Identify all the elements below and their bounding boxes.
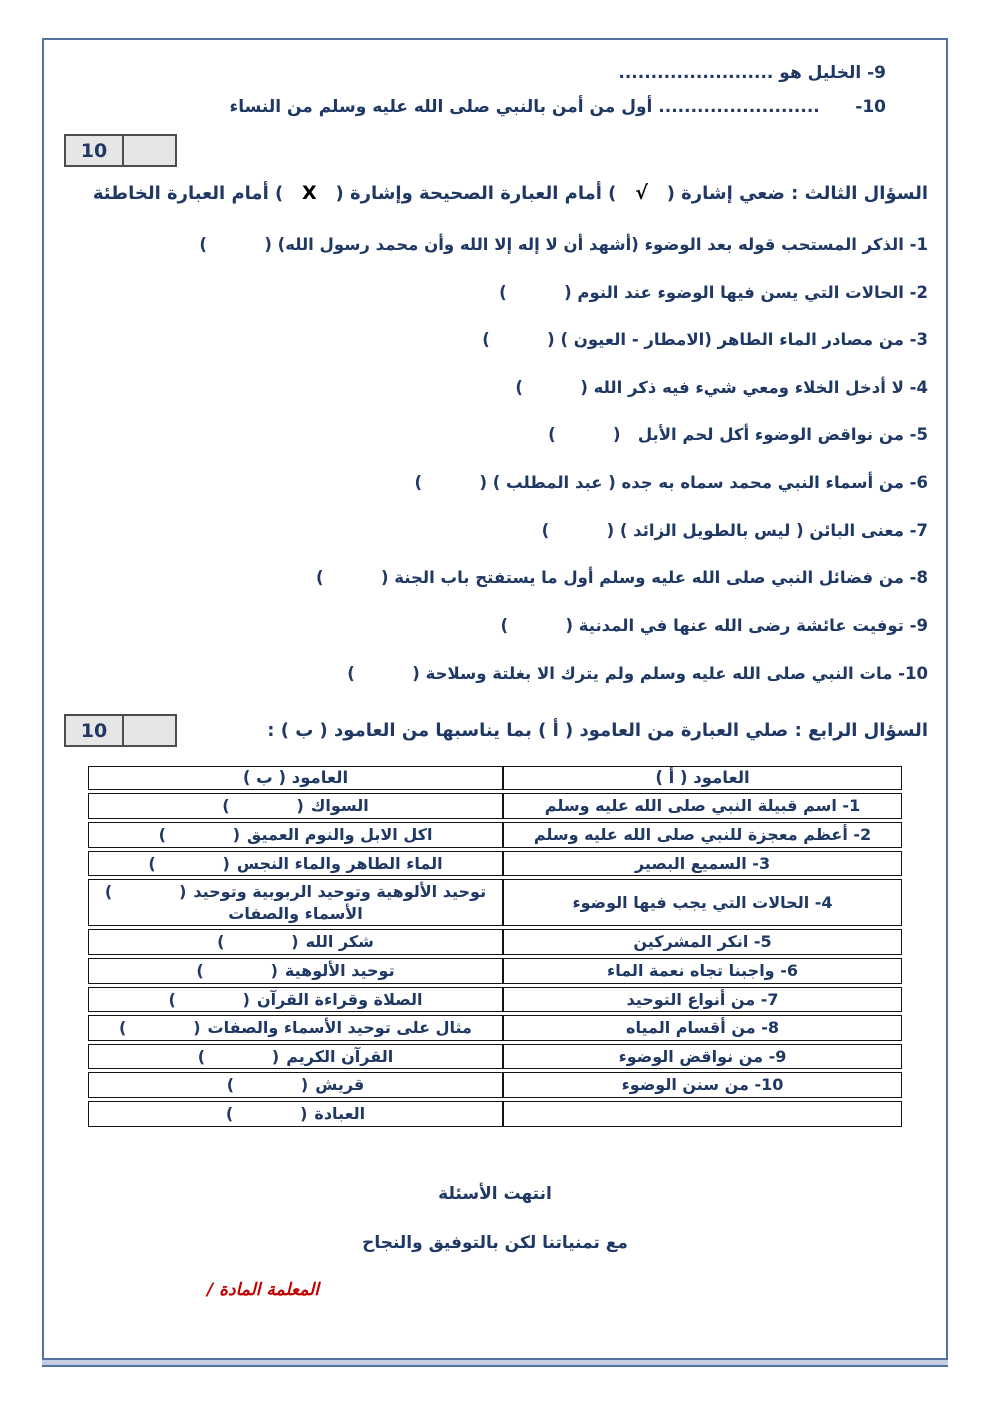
match-row: ( ) توحيد الألوهية 6- واجبنا تجاه نعمة الم… [88,957,902,984]
tf-statement: 10- مات النبي صلى الله عليه وسلم ولم يتر… [347,663,928,683]
match-answer-text: الماء الطاهر والماء النجس [236,853,443,873]
column-a-header: العامود ( أ ) [503,766,902,791]
match-item-cell [503,1100,902,1127]
q3-title-text-2: ) أمام العبارة الصحيحة وإشارة ( [316,183,636,205]
column-b-header: العامود ( ب ) [88,766,503,791]
match-row: ( ) القرآن الكريم 9- من نواقض الوضوء [88,1043,902,1070]
answer-blank-parens: ( ) [197,1046,280,1066]
score-empty-cell [124,136,175,165]
match-item-cell: 1- اسم قبيلة النبي صلى الله عليه وسلم [503,793,902,819]
tf-statement: 4- لا أدخل الخلاء ومعي شيء فيه ذكر الله … [515,377,928,397]
match-answer-text: السواك [310,796,369,816]
score-box-q3: 10 [64,134,177,168]
footer: انتهت الأسئلة مع تمنياتنا لكن بالتوفيق و… [44,1184,946,1300]
match-answer-text: مثال على توحيد الأسماء والصفات [207,1018,472,1038]
match-header-row: العامود ( ب ) العامود ( أ ) [88,766,902,791]
match-answer-cell: ( ) توحيد الألوهية وتوحيد الربوبية وتوحيد… [88,879,503,927]
check-mark-symbol: √ [635,182,648,205]
tf-statement: 8- من فضائل النبي صلى الله عليه وسلم أول… [316,568,928,588]
answer-blank-parens: ( ) [158,824,241,844]
match-item-cell: 6- واجبنا تجاه نعمة الماء [503,957,902,984]
tf-items: 1- الذكر المستحب قوله بعد الوضوء (أشهد أ… [58,208,928,684]
match-answer-text: قريش [315,1075,365,1095]
match-answer-cell: ( ) العبادة [88,1100,503,1127]
tf-statement: 1- الذكر المستحب قوله بعد الوضوء (أشهد أ… [199,234,928,254]
match-answer-text: اكل الابل والنوم العميق [247,824,433,844]
match-row: ( ) قريش 10- من سنن الوضوء [88,1072,902,1098]
q4-title: السؤال الرابع : صلي العبارة من العامود (… [267,719,928,741]
tf-statement: 3- من مصادر الماء الطاهر (الامطار - العي… [482,330,928,350]
match-answer-text: توحيد الألوهية [284,960,395,980]
q3-title: السؤال الثالث : ضعي إشارة ( √ ) أمام الع… [64,181,928,206]
match-item-cell: 5- انكر المشركين [503,929,902,955]
match-row: ( ) شكر الله 5- انكر المشركين [88,929,902,955]
good-luck-note: مع تمنياتنا لكن بالتوفيق والنجاح [362,1232,628,1253]
match-answer-cell: ( ) شكر الله [88,929,503,955]
fill-in-item-10: 10- ......................... أول من أمن… [229,97,886,118]
match-table-body: العامود ( ب ) العامود ( أ ) ( ) السواك 1- … [88,766,902,1127]
match-row: ( ) الصلاة وقراءة القرآن 7- من أنواع التوح… [88,986,902,1013]
match-answer-cell: ( ) مثال على توحيد الأسماء والصفات [88,1015,503,1041]
fill-in-item-9: 9- الخليل هو ........................ [618,63,886,83]
tf-statement: 5- من نواقض الوضوء أكل لحم الأبل ( ) [548,425,928,445]
score-value: 10 [66,716,124,746]
page-border-frame: 9- الخليل هو ........................ 10… [42,38,948,1367]
match-answer-cell: ( ) توحيد الألوهية [88,957,503,984]
match-item-cell: 10- من سنن الوضوء [503,1072,902,1098]
answer-blank-parens: ( ) [226,1075,309,1095]
tf-statement: 9- توفيت عائشة رضى الله عنها في المدنية … [500,615,928,635]
q3-score-row: 10 [64,134,946,168]
answer-blank-parens: ( ) [225,1103,308,1123]
match-row: ( ) الماء الطاهر والماء النجس 3- السميع ال… [88,850,902,877]
match-answer-text: العبادة [314,1103,366,1123]
score-empty-cell [124,716,175,745]
fill-in-section: 9- الخليل هو ........................ 10… [44,40,946,118]
match-item-cell: 4- الحالات التي يجب فيها الوضوء [503,879,902,927]
tf-statement: 7- معنى البائن ( ليس بالطويل الزائد ) ( … [541,520,928,540]
match-row: ( ) العبادة [88,1100,902,1127]
match-item-cell: 2- أعظم معجزة للنبي صلى الله عليه وسلم [503,821,902,848]
answer-blank-parens: ( ) [104,882,187,902]
answer-blank-parens: ( ) [217,932,299,952]
match-answer-cell: ( ) السواك [88,793,503,819]
match-answer-cell: ( ) الماء الطاهر والماء النجس [88,850,503,877]
answer-blank-parens: ( ) [168,989,250,1009]
match-item-cell: 9- من نواقض الوضوء [503,1043,902,1070]
match-row: ( ) اكل الابل والنوم العميق 2- أعظم معجزة … [88,821,902,848]
q4-header-row: السؤال الرابع : صلي العبارة من العامود (… [64,714,928,748]
match-answer-text: الصلاة وقراءة القرآن [256,989,423,1009]
answer-blank-parens: ( ) [222,796,304,816]
match-item-cell: 8- من أقسام المياه [503,1015,902,1041]
match-answer-text: شكر الله [305,932,374,952]
end-of-questions-note: انتهت الأسئلة [438,1183,552,1204]
match-row: ( ) توحيد الألوهية وتوحيد الربوبية وتوحيد… [88,879,902,927]
q3-title-text-1: السؤال الثالث : ضعي إشارة ( [647,183,928,205]
match-answer-cell: ( ) اكل الابل والنوم العميق [88,821,503,848]
teacher-signature-line: المعلمة المادة / [207,1279,319,1300]
match-item-cell: 7- من أنواع التوحيد [503,986,902,1013]
match-row: ( ) السواك 1- اسم قبيلة النبي صلى الله علي… [88,793,902,819]
tf-statement: 2- الحالات التي يسن فيها الوضوء عند النو… [499,282,928,302]
match-answer-cell: ( ) قريش [88,1072,503,1098]
match-answer-text: القرآن الكريم [286,1046,394,1066]
score-value: 10 [66,136,124,166]
match-table: العامود ( ب ) العامود ( أ ) ( ) السواك 1- … [88,763,902,1129]
answer-blank-parens: ( ) [119,1018,201,1038]
answer-blank-parens: ( ) [148,853,230,873]
q3-title-text-3: ) أمام العبارة الخاطئة [92,183,303,205]
x-mark-symbol: X [302,182,317,205]
match-answer-cell: ( ) القرآن الكريم [88,1043,503,1070]
match-answer-cell: ( ) الصلاة وقراءة القرآن [88,986,503,1013]
match-item-cell: 3- السميع البصير [503,850,902,877]
score-box-q4: 10 [64,714,177,748]
match-answer-text: توحيد الألوهية وتوحيد الربوبية وتوحيد ال… [193,882,487,923]
answer-blank-parens: ( ) [196,960,278,980]
tf-statement: 6- من أسماء النبي محمد سماه به جده ( عبد… [414,473,928,492]
match-row: ( ) مثال على توحيد الأسماء والصفات 8- من أ… [88,1015,902,1041]
